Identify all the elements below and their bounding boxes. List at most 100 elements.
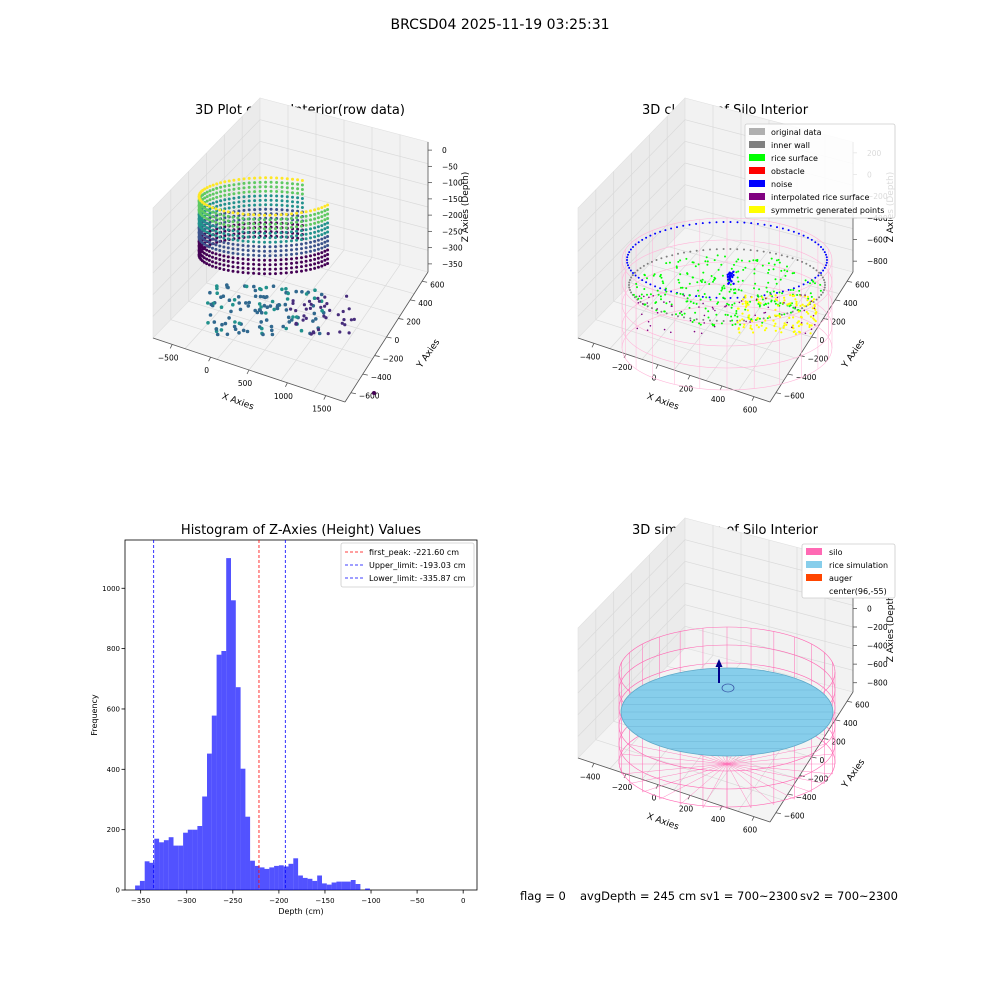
- raw-data-point: [263, 272, 266, 276]
- raw-data-point: [279, 267, 283, 271]
- cls-noise-point: [750, 222, 753, 225]
- sim-x-axis-line: [577, 757, 771, 823]
- cls-rice-surface-point: [688, 306, 691, 309]
- cls-symmetric-point: [797, 320, 800, 323]
- raw-data-point: [231, 238, 235, 242]
- cls-noise-point: [781, 290, 784, 293]
- raw-data-point: [300, 224, 303, 228]
- cls-inner-wall-point: [683, 316, 685, 319]
- raw-data-point: [274, 218, 277, 222]
- cls-rice-surface-point: [678, 281, 681, 284]
- raw-data-point: [231, 260, 235, 264]
- cls-rice-surface-point: [665, 262, 668, 265]
- cls-rice-surface-point: [720, 263, 723, 266]
- raw-data-point: [295, 265, 299, 269]
- cls-rice-surface-point: [773, 300, 776, 303]
- cls-rice-surface-point: [720, 322, 723, 325]
- raw-data-point: [253, 308, 257, 313]
- cls-interpolated-point: [683, 295, 685, 297]
- raw-data-point: [241, 328, 246, 333]
- hist-bar: [235, 687, 241, 890]
- hist-bar: [322, 883, 327, 890]
- raw-data-point: [290, 318, 294, 322]
- hist-bar: [346, 881, 351, 890]
- hist-bar: [216, 654, 222, 890]
- cls-rice-surface-point: [675, 265, 678, 268]
- cls-rice-surface-point: [783, 313, 786, 316]
- raw-data-point: [236, 229, 240, 233]
- cls-rice-surface-point: [779, 302, 782, 305]
- cls-symmetric-point: [783, 299, 786, 302]
- cls-symmetric-point: [741, 318, 744, 321]
- cls-inner-wall-point: [630, 291, 633, 294]
- cls-inner-wall-point: [756, 249, 759, 252]
- raw-outlier-point: [372, 391, 376, 395]
- cls-inner-wall-point: [823, 286, 826, 289]
- cls-symmetric-point: [806, 303, 810, 306]
- raw-data-point: [274, 236, 277, 240]
- raw-data-point: [274, 272, 277, 276]
- raw-data-point: [316, 225, 320, 229]
- cls-rice-surface-point: [771, 295, 774, 298]
- cls-symmetric-point: [757, 301, 760, 304]
- cls-rice-surface-point: [655, 309, 658, 312]
- raw-data-point: [304, 223, 308, 227]
- raw-data-point: [264, 311, 268, 315]
- raw-data-point: [214, 256, 218, 260]
- raw-data-point: [257, 218, 261, 222]
- cls-symmetric-point: [776, 304, 780, 307]
- cls-noise-point: [632, 246, 634, 248]
- raw-data-point: [207, 254, 211, 258]
- raw-x-tick-label: −500: [158, 353, 179, 362]
- raw-data-point: [275, 176, 279, 180]
- cls-noise-point: [817, 243, 820, 246]
- raw-data-point: [280, 194, 284, 198]
- raw-data-point: [280, 287, 284, 292]
- raw-z-tick-label: −150: [442, 195, 463, 204]
- raw-data-point: [227, 298, 232, 303]
- raw-data-point: [244, 301, 248, 305]
- cls-inner-wall-point: [633, 296, 636, 299]
- cls-inner-wall-point: [809, 264, 812, 267]
- raw-data-point: [258, 198, 262, 202]
- hist-x-tick-label: −200: [269, 897, 288, 905]
- raw-data-point: [215, 182, 219, 186]
- cls-x-tick: [591, 343, 595, 348]
- sim-silo-floor-spoke: [726, 753, 833, 765]
- cls-rice-surface-point: [737, 280, 740, 283]
- raw-data-point: [252, 271, 256, 275]
- raw-z-tick-label: −250: [442, 227, 463, 236]
- raw-data-point: [320, 224, 324, 228]
- cls-rice-surface-point: [699, 298, 702, 301]
- hist-bar: [207, 753, 212, 890]
- raw-y-tick: [386, 336, 392, 339]
- cls-rice-surface-point: [665, 290, 668, 293]
- raw-data-point: [212, 320, 217, 324]
- cls-noise-point: [822, 269, 825, 272]
- cls-y-tick: [823, 318, 829, 320]
- cls-noise-point: [781, 227, 784, 230]
- cls-noise-point: [802, 234, 805, 237]
- raw-data-point: [207, 222, 211, 226]
- cls-noise-point: [715, 296, 718, 299]
- raw-data-point: [304, 292, 309, 296]
- raw-data-point: [223, 184, 227, 188]
- cls-noise-point: [787, 288, 790, 291]
- cls-symmetric-point: [797, 325, 801, 328]
- raw-data-point: [253, 176, 257, 180]
- cls-rice-surface-point: [675, 313, 677, 316]
- raw-data-point: [205, 208, 209, 212]
- cls-symmetric-point: [813, 318, 816, 321]
- cls-rice-surface-point: [758, 304, 761, 307]
- raw-data-point: [236, 295, 241, 299]
- raw-data-point: [336, 313, 340, 317]
- raw-data-point: [280, 203, 284, 207]
- cls-rice-surface-point: [796, 294, 799, 296]
- raw-data-point: [316, 216, 320, 220]
- cls-legend-swatch: [749, 128, 765, 135]
- cls-rice-surface-point: [772, 290, 775, 293]
- cls-interpolated-point: [794, 306, 797, 309]
- raw-data-point: [242, 186, 246, 190]
- cls-noise-point: [634, 243, 637, 246]
- raw-data-point: [291, 209, 294, 213]
